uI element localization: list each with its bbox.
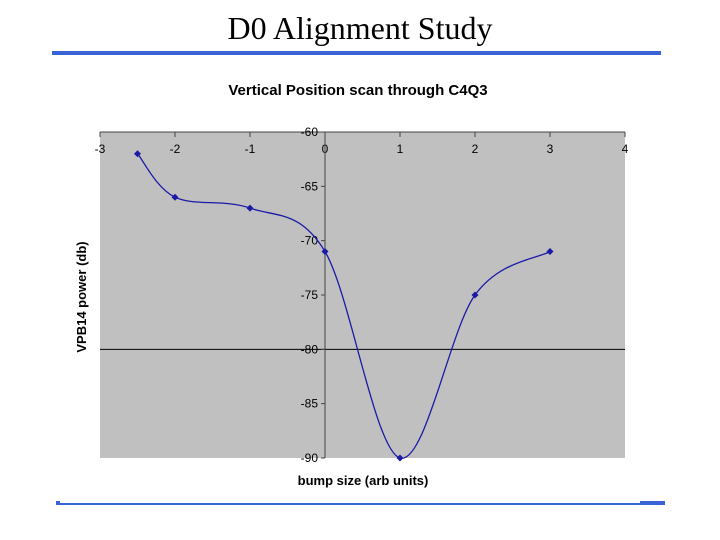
x-axis-label: bump size (arb units) [298, 473, 429, 488]
x-tick-label: -3 [95, 142, 106, 156]
data-point [321, 248, 329, 256]
series-layer [134, 150, 554, 462]
x-tick-label: 1 [397, 142, 404, 156]
y-tick-label: -65 [301, 179, 319, 193]
y-tick-label: -75 [301, 288, 319, 302]
slide-title: D0 Alignment Study [227, 10, 493, 46]
footer-rule [56, 503, 640, 505]
data-point [546, 248, 554, 256]
footer-rule-right-cap [640, 501, 665, 505]
data-point [396, 454, 404, 462]
y-axis-label: VPB14 power (db) [74, 241, 89, 352]
plot-area [100, 132, 625, 458]
y-tick-label: -70 [301, 234, 319, 248]
title-underline [52, 51, 661, 55]
x-tick-label: 4 [622, 142, 629, 156]
x-axis: -3-2-101234 [95, 131, 629, 156]
y-tick-label: -80 [301, 342, 319, 356]
data-point [246, 204, 254, 212]
y-tick-label: -90 [301, 451, 319, 465]
series-line [136, 153, 551, 459]
x-tick-label: -2 [170, 142, 181, 156]
x-tick-label: -1 [245, 142, 256, 156]
data-point [171, 193, 179, 201]
y-tick-label: -60 [301, 125, 319, 139]
chart-title: Vertical Position scan through C4Q3 [228, 82, 487, 99]
x-tick-label: 2 [472, 142, 479, 156]
data-point [134, 150, 141, 158]
x-tick-label: 3 [547, 142, 554, 156]
footer-rule-left-cap [56, 501, 60, 505]
y-tick-label: -85 [301, 397, 319, 411]
data-point [471, 291, 479, 299]
y-axis: -60 -65 -70 -75 -80 -85 -90 [301, 125, 326, 465]
